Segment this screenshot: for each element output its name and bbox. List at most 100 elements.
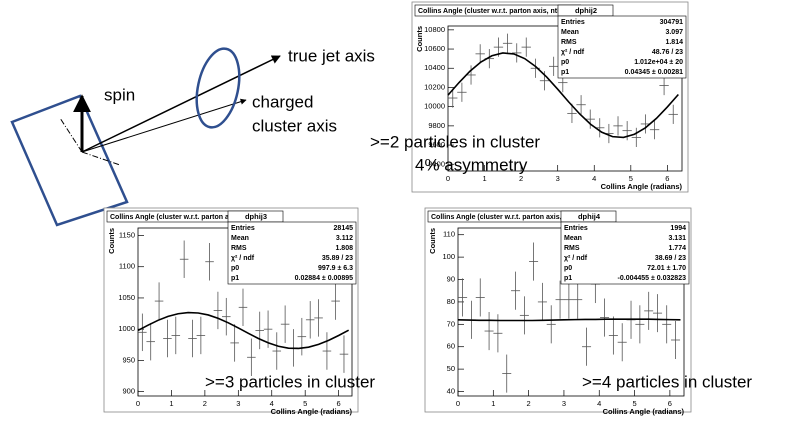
x-axis-title: Collins Angle (radians) [601,182,683,191]
x-tick-label: 3 [236,399,240,408]
x-tick-label: 5 [632,399,636,408]
stats-label: RMS [564,245,580,252]
y-tick-label: 1150 [119,230,135,239]
x-tick-label: 6 [665,174,669,183]
histogram-name: dphij4 [578,212,601,221]
y-axis-title: Counts [415,26,424,52]
stats-label: Mean [561,29,579,36]
stats-box [560,221,690,285]
x-tick-label: 4 [592,174,596,183]
x-tick-label: 2 [527,399,531,408]
stats-value: 48.76 / 23 [652,49,683,56]
stats-label: χ² / ndf [561,49,585,56]
stats-value: 72.01 ± 1.70 [647,265,686,272]
annotation: >=4 particles in cluster [582,372,752,391]
diagram-label: charged [252,92,313,111]
y-tick-label: 10600 [424,44,445,53]
y-tick-label: 60 [447,342,455,351]
stats-value: 3.131 [668,235,686,242]
histogram-title: Collins Angle (cluster w.r.t. parton axi… [110,214,267,221]
cluster-arrow [81,98,247,153]
y-tick-label: 50 [447,364,455,373]
y-tick-label: 1050 [118,293,135,302]
stats-box [557,15,687,79]
stats-value: 0.02884 ± 0.00895 [295,275,353,282]
y-axis-title: Counts [428,228,437,254]
stats-label: Mean [231,235,249,242]
stats-value: 35.89 / 23 [322,255,353,262]
diagram-label: true jet axis [288,46,375,65]
stats-value: 1.814 [665,39,683,46]
annotation: 4% asymmetry [415,155,528,174]
x-tick-label: 6 [337,399,341,408]
x-tick-label: 0 [136,399,140,408]
y-tick-label: 110 [443,230,455,239]
histogram-name: dphij2 [575,6,597,15]
x-tick-label: 6 [668,399,672,408]
diagram: spin true jet axis charged cluster axis [10,46,375,227]
y-tick-label: 90 [447,275,455,284]
diagram-label: spin [104,85,135,104]
y-tick-label: 9600 [428,140,445,149]
stats-label: Mean [564,235,582,242]
stats-label: Entries [564,225,588,232]
cone [195,47,241,129]
y-tick-label: 10000 [424,102,445,111]
stats-value: 0.04345 ± 0.00281 [625,69,683,76]
y-tick-label: 100 [442,252,455,261]
x-tick-label: 2 [519,174,523,183]
annotation: >=3 particles in cluster [205,372,375,391]
jet-arrow [81,55,281,153]
y-tick-label: 10400 [424,63,445,72]
x-tick-label: 5 [303,399,307,408]
stats-label: p1 [564,275,572,282]
fit-curve [457,318,681,322]
stats-value: 304791 [660,19,683,26]
stats-value: 1994 [670,225,686,232]
x-tick-label: 3 [556,174,560,183]
x-tick-label: 1 [482,174,486,183]
stats-label: RMS [231,245,247,252]
y-tick-label: 900 [122,387,135,396]
stats-label: χ² / ndf [564,255,588,262]
plane [10,94,129,227]
x-axis-title: Collins Angle (radians) [603,407,685,416]
y-tick-label: 10800 [424,25,445,34]
fit-curve [447,52,679,139]
y-tick-label: 9800 [428,121,445,130]
stats-box [227,221,357,285]
y-tick-label: 10200 [424,82,445,91]
histogram-name: dphij3 [245,212,267,221]
x-tick-label: 1 [491,399,495,408]
x-tick-label: 4 [597,399,601,408]
dash-line [81,151,121,166]
y-tick-label: 40 [447,387,455,396]
y-tick-label: 1000 [118,324,135,333]
stats-value: 3.097 [665,29,683,36]
x-tick-label: 3 [562,399,566,408]
histogram-panel: 9400 9600 9800 10000 10200 10400 10600 10800 0 1 2… [411,1,689,193]
stats-value: 28145 [334,225,354,232]
y-tick-label: 950 [122,355,135,364]
histogram-title: Collins Angle (cluster w.r.t. parton axi… [418,8,575,15]
y-tick-label: 1100 [119,262,135,271]
stats-label: p0 [231,265,239,272]
stats-value: 997.9 ± 6.3 [318,265,353,272]
stats-label: Entries [231,225,255,232]
diagram-label: cluster axis [252,116,337,135]
stats-value: 3.112 [336,235,353,242]
y-tick-label: 9400 [428,159,445,168]
x-tick-label: 0 [456,399,460,408]
dash-line [59,117,83,153]
x-tick-label: 1 [169,399,173,408]
stats-value: 1.012e+04 ± 20 [634,59,683,66]
stats-label: p0 [564,265,572,272]
stats-label: Entries [561,19,585,26]
x-tick-label: 5 [629,174,633,183]
y-tick-label: 80 [447,297,455,306]
stats-value: -0.004455 ± 0.032823 [618,275,687,282]
stats-label: RMS [561,39,577,46]
stats-label: p1 [561,69,569,76]
